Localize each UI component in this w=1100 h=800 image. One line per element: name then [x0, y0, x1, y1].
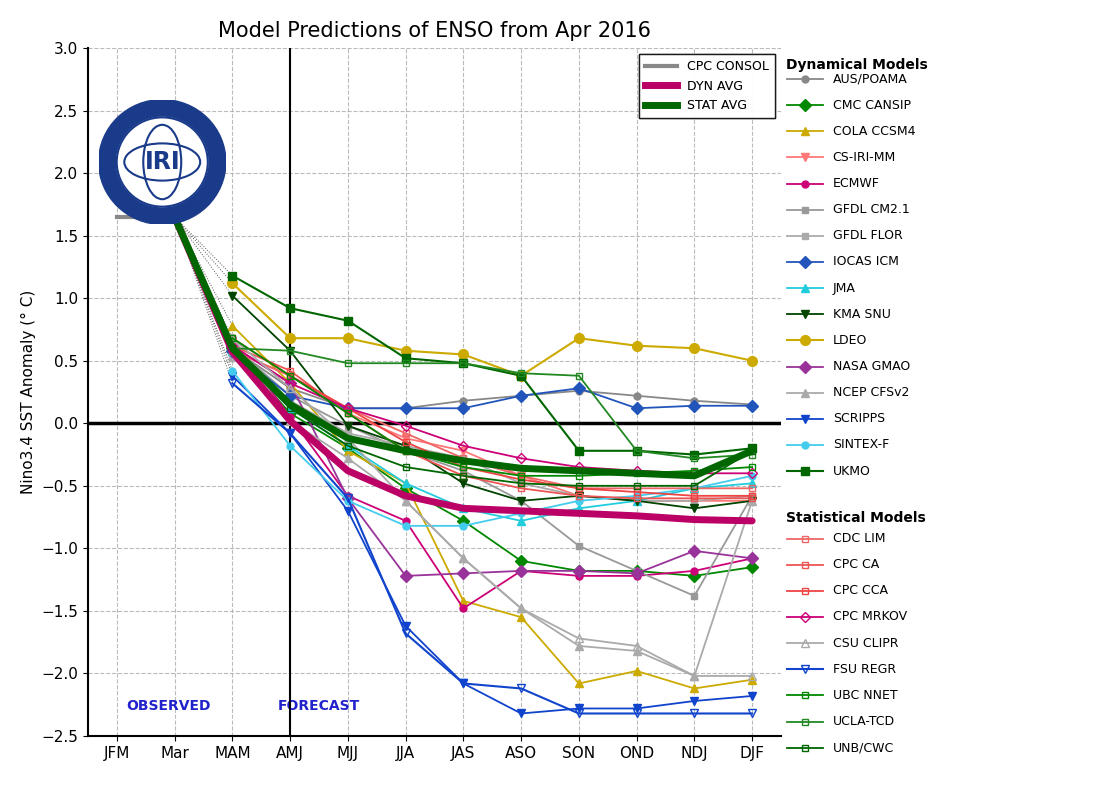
Text: LDEO: LDEO [833, 334, 867, 347]
Text: IOCAS ICM: IOCAS ICM [833, 255, 899, 269]
Circle shape [117, 118, 208, 206]
Text: UCLA-TCD: UCLA-TCD [833, 715, 894, 728]
Text: COLA CCSM4: COLA CCSM4 [833, 125, 915, 138]
Text: CPC MRKOV: CPC MRKOV [833, 610, 906, 623]
Text: OBSERVED: OBSERVED [126, 699, 211, 714]
Text: NASA GMAO: NASA GMAO [833, 360, 910, 373]
Text: CPC CCA: CPC CCA [833, 584, 888, 598]
Text: FSU REGR: FSU REGR [833, 662, 895, 676]
Text: Statistical Models: Statistical Models [786, 511, 926, 525]
Text: ECMWF: ECMWF [833, 177, 880, 190]
Text: Dynamical Models: Dynamical Models [786, 58, 928, 72]
Text: IRI: IRI [144, 150, 180, 174]
Text: AUS/POAMA: AUS/POAMA [833, 73, 908, 86]
Text: CS-IRI-MM: CS-IRI-MM [833, 151, 895, 164]
Text: CPC CA: CPC CA [833, 558, 879, 571]
Text: CMC CANSIP: CMC CANSIP [833, 98, 911, 112]
Text: GFDL FLOR: GFDL FLOR [833, 230, 902, 242]
Text: KMA SNU: KMA SNU [833, 308, 891, 321]
Circle shape [102, 104, 222, 220]
Text: SINTEX-F: SINTEX-F [833, 438, 889, 451]
Text: UKMO: UKMO [833, 465, 870, 478]
Text: SCRIPPS: SCRIPPS [833, 412, 884, 426]
Text: UNB/CWC: UNB/CWC [833, 741, 894, 754]
Legend: CPC CONSOL, DYN AVG, STAT AVG: CPC CONSOL, DYN AVG, STAT AVG [639, 54, 774, 118]
Text: JMA: JMA [833, 282, 856, 294]
Text: UBC NNET: UBC NNET [833, 689, 898, 702]
Y-axis label: Nino3.4 SST Anomaly (° C): Nino3.4 SST Anomaly (° C) [21, 290, 36, 494]
Text: NCEP CFSv2: NCEP CFSv2 [833, 386, 909, 399]
Text: FORECAST: FORECAST [278, 699, 360, 714]
Title: Model Predictions of ENSO from Apr 2016: Model Predictions of ENSO from Apr 2016 [218, 21, 651, 41]
Text: CDC LIM: CDC LIM [833, 532, 886, 545]
Text: GFDL CM2.1: GFDL CM2.1 [833, 203, 910, 216]
Text: CSU CLIPR: CSU CLIPR [833, 637, 899, 650]
